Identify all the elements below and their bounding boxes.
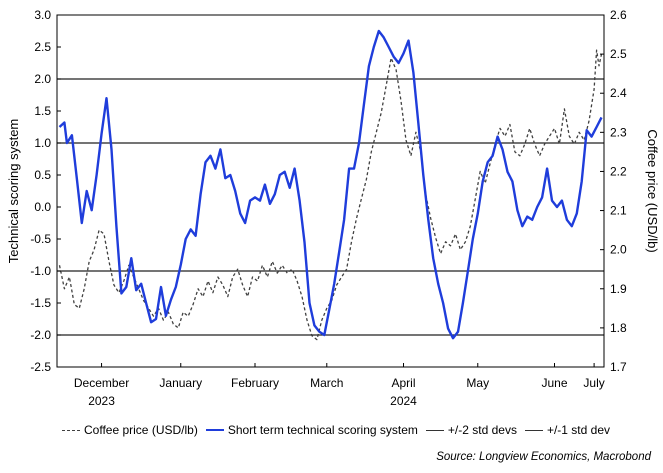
left-tick-label: 0.5 <box>34 168 51 182</box>
x-axis-tick-labels: December 2023 January February March April 202… <box>74 376 605 408</box>
x-tick-label: March <box>310 376 343 390</box>
left-tick-label: 0.0 <box>34 200 51 214</box>
x-tick-label: July <box>583 376 604 390</box>
legend-item-coffee-price: Coffee price (USD/lb) <box>62 423 198 437</box>
legend-label: +/-2 std devs <box>447 423 517 437</box>
legend-item-technical-score: Short term technical scoring system <box>205 423 418 437</box>
right-tick-label: 1.9 <box>610 282 627 296</box>
right-tick-label: 2.4 <box>610 86 627 100</box>
right-tick-label: 2.1 <box>610 204 627 218</box>
x-tick-label: February <box>231 376 279 390</box>
x-tick-label: December <box>74 376 129 390</box>
x-tick-year-label: 2023 <box>88 394 115 408</box>
x-tick-year-label: 2024 <box>390 394 417 408</box>
left-axis-tick-labels: 3.0 2.5 2.0 1.5 1.0 0.5 0.0 -0.5 -1.0 -1.5 -2.0 -2.… <box>30 8 51 374</box>
reference-lines <box>57 78 604 336</box>
right-tick-label: 2.5 <box>610 47 627 61</box>
right-tick-label: 2.6 <box>610 8 627 22</box>
left-tick-label: -2.0 <box>30 328 51 342</box>
right-tick-label: 2.3 <box>610 125 627 139</box>
legend-label: Short term technical scoring system <box>227 423 418 437</box>
source-note: Source: Longview Economics, Macrobond <box>436 451 651 463</box>
plot-frame <box>56 14 605 368</box>
x-tick-label: January <box>159 376 202 390</box>
legend-swatch-black <box>425 429 444 431</box>
left-tick-label: -2.5 <box>30 360 51 374</box>
legend-label: Coffee price (USD/lb) <box>84 423 198 437</box>
right-tick-label: 1.7 <box>610 360 627 374</box>
left-tick-label: 1.5 <box>34 104 51 118</box>
right-axis-title: Coffee price (USD/lb) <box>645 129 660 252</box>
x-tick-label: May <box>466 376 489 390</box>
legend-swatch-dashed <box>62 429 80 431</box>
legend-swatch-black <box>524 429 543 431</box>
right-tick-label: 2.0 <box>610 243 627 257</box>
series-layer <box>58 29 603 341</box>
x-tick-label: April <box>392 376 416 390</box>
legend-label: +/-1 std dev <box>546 423 610 437</box>
x-tick-label: June <box>541 376 567 390</box>
left-tick-label: 2.0 <box>34 72 51 86</box>
right-axis-tick-labels: 2.6 2.5 2.4 2.3 2.2 2.1 2.0 1.9 1.8 1.7 <box>610 8 627 374</box>
right-tick-label: 1.8 <box>610 321 627 335</box>
left-axis-title: Technical scoring system <box>6 119 21 264</box>
tick-marks <box>57 14 604 368</box>
legend-swatch-blue <box>205 429 224 431</box>
left-tick-label: -1.5 <box>30 296 51 310</box>
left-tick-label: -1.0 <box>30 264 51 278</box>
left-tick-label: -0.5 <box>30 232 51 246</box>
legend: Coffee price (USD/lb) Short term technic… <box>62 423 618 437</box>
legend-item-1-std: +/-1 std dev <box>524 423 610 437</box>
technical-score-line <box>58 29 603 340</box>
left-tick-label: 3.0 <box>34 8 51 22</box>
left-tick-label: 2.5 <box>34 40 51 54</box>
legend-item-2-std: +/-2 std devs <box>425 423 517 437</box>
left-tick-label: 1.0 <box>34 136 51 150</box>
right-tick-label: 2.2 <box>610 164 627 178</box>
coffee-price-line <box>58 49 603 341</box>
